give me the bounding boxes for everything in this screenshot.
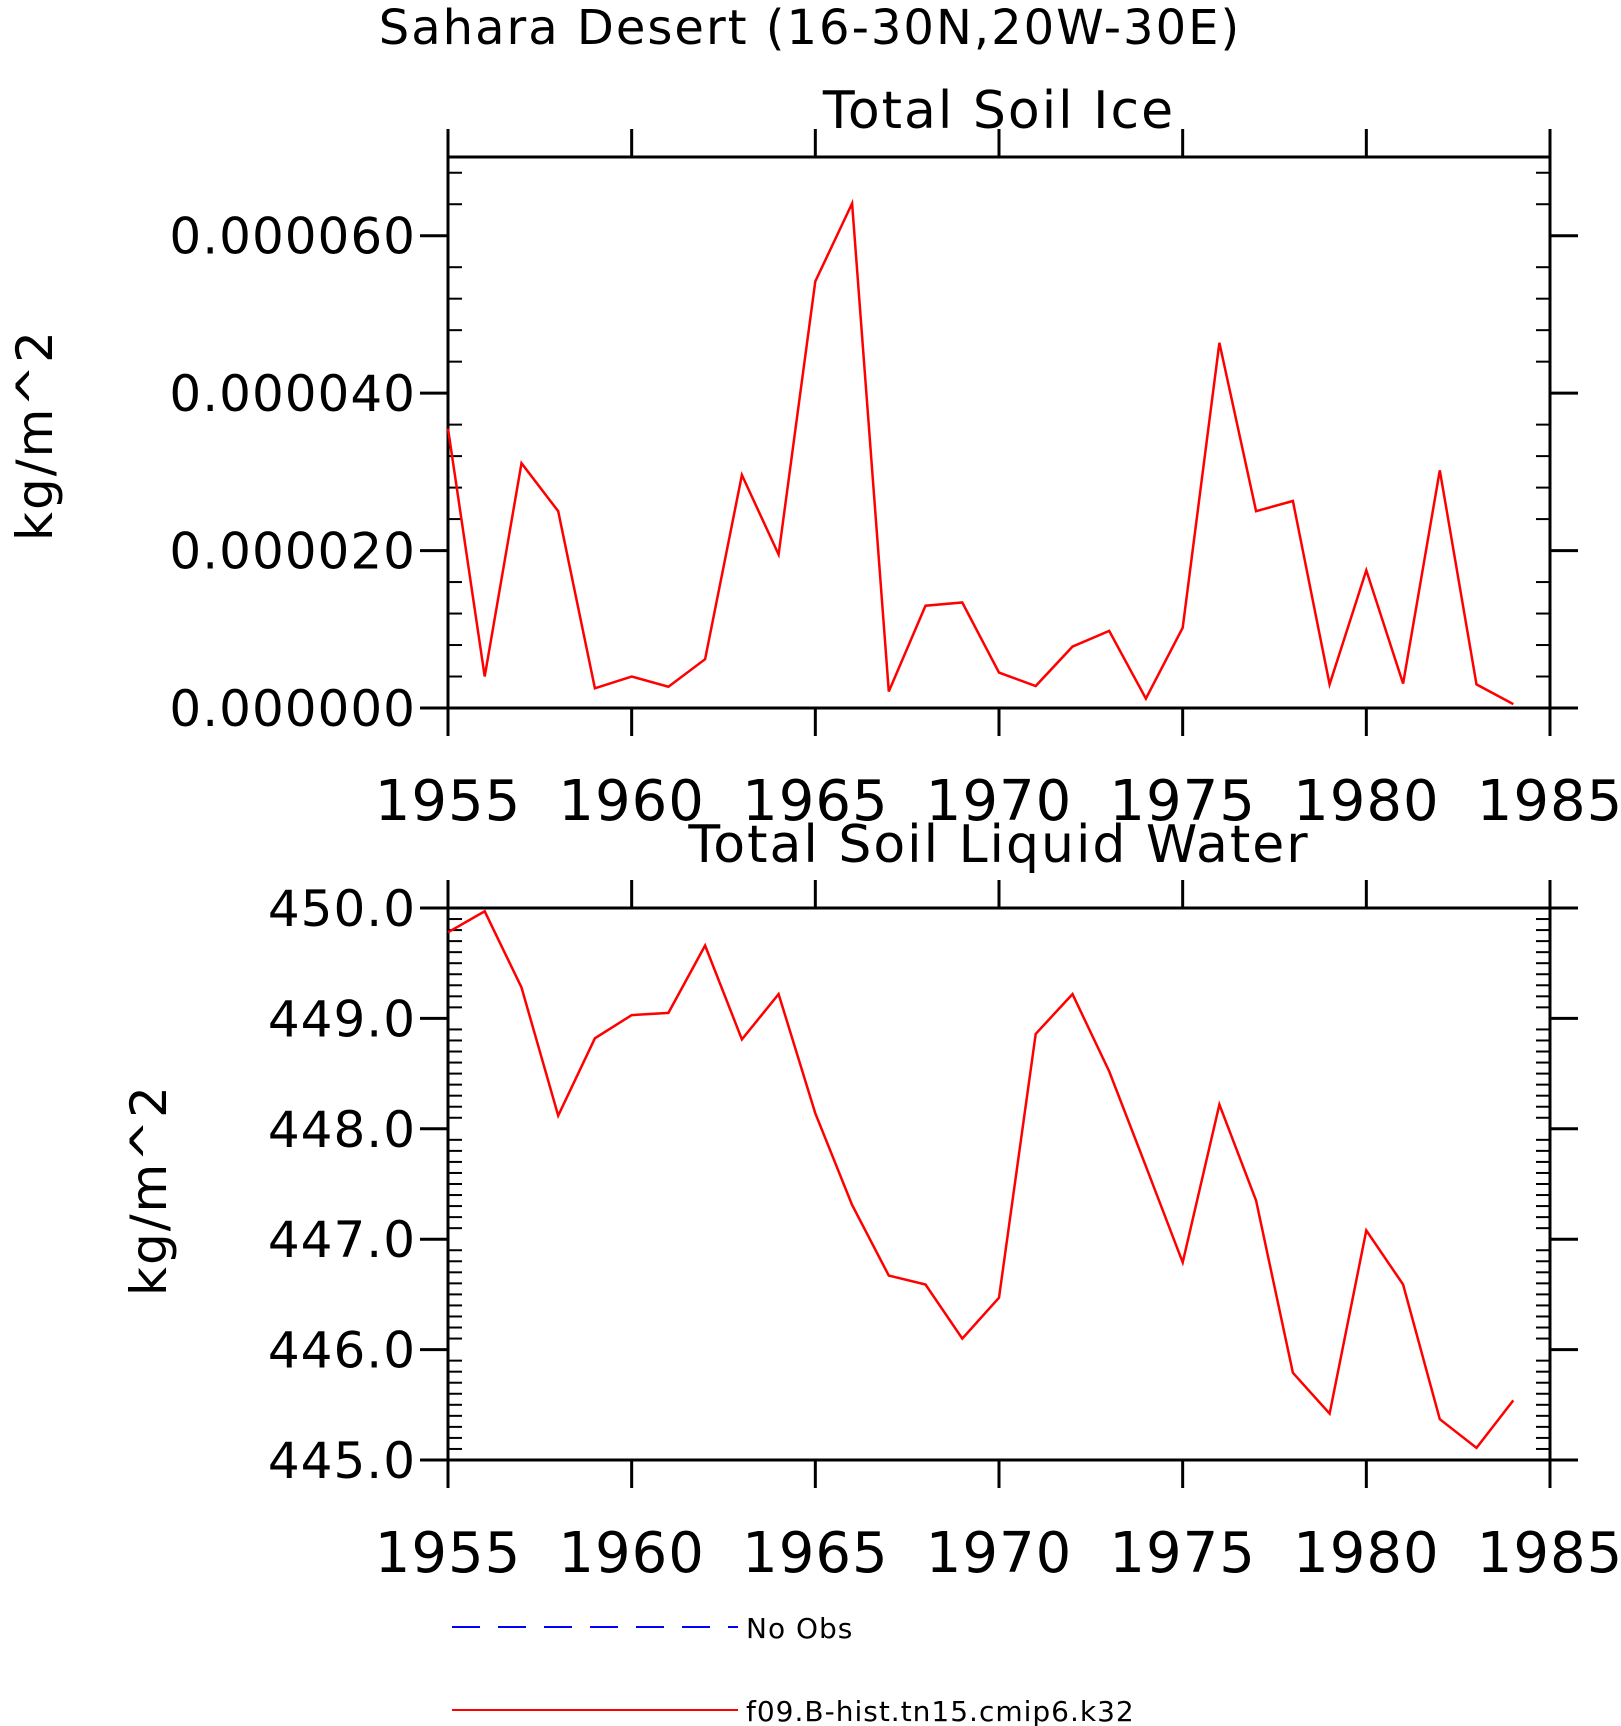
x-tick-label: 1960: [558, 769, 705, 834]
y-tick-label: 0.000040: [169, 365, 416, 423]
x-tick-label: 1965: [742, 1521, 889, 1586]
legend: No Obs f09.B-hist.tn15.cmip6.k32: [452, 1612, 1135, 1726]
x-tick-label: 1985: [1477, 1521, 1621, 1586]
x-tick-label: 1965: [742, 769, 889, 834]
y-tick-label: 0.000000: [169, 680, 416, 738]
legend-label-no-obs: No Obs: [746, 1612, 853, 1645]
x-tick-label: 1960: [558, 1521, 705, 1586]
y-axis-label: kg/m^2: [120, 1084, 178, 1296]
y-tick-label: 446.0: [268, 1322, 416, 1380]
x-tick-label: 1970: [926, 1521, 1073, 1586]
series-line: [447, 909, 1515, 1450]
x-tick-label: 1985: [1477, 769, 1621, 834]
plot-frame: [446, 906, 1552, 1462]
x-tick-label: 1975: [1109, 769, 1256, 834]
y-tick-label: 448.0: [268, 1101, 416, 1159]
x-tick-label: 1955: [375, 769, 522, 834]
y-tick-label: 0.000020: [169, 523, 416, 581]
y-tick-label: 447.0: [268, 1211, 416, 1269]
x-tick-label: 1980: [1293, 1521, 1440, 1586]
figure-title: Sahara Desert (16-30N,20W-30E): [379, 0, 1241, 56]
series-line: [446, 198, 1514, 706]
panel-total-soil-liquid-water: Total Soil Liquid Water 1955 1960 1965 1970 1…: [120, 815, 1621, 1586]
y-tick-label: 449.0: [268, 990, 416, 1048]
y-tick-label: 0.000060: [169, 208, 416, 266]
x-tick-label: 1980: [1293, 769, 1440, 834]
y-tick-label: 445.0: [268, 1432, 416, 1490]
x-tick-label: 1975: [1109, 1521, 1256, 1586]
y-tick-label: 450.0: [268, 880, 416, 938]
x-tick-label: 1955: [375, 1521, 522, 1586]
y-axis-label: kg/m^2: [6, 329, 64, 541]
panel-title: Total Soil Liquid Water: [687, 815, 1309, 875]
legend-label-model: f09.B-hist.tn15.cmip6.k32: [746, 1695, 1135, 1726]
x-tick-label: 1970: [926, 769, 1073, 834]
